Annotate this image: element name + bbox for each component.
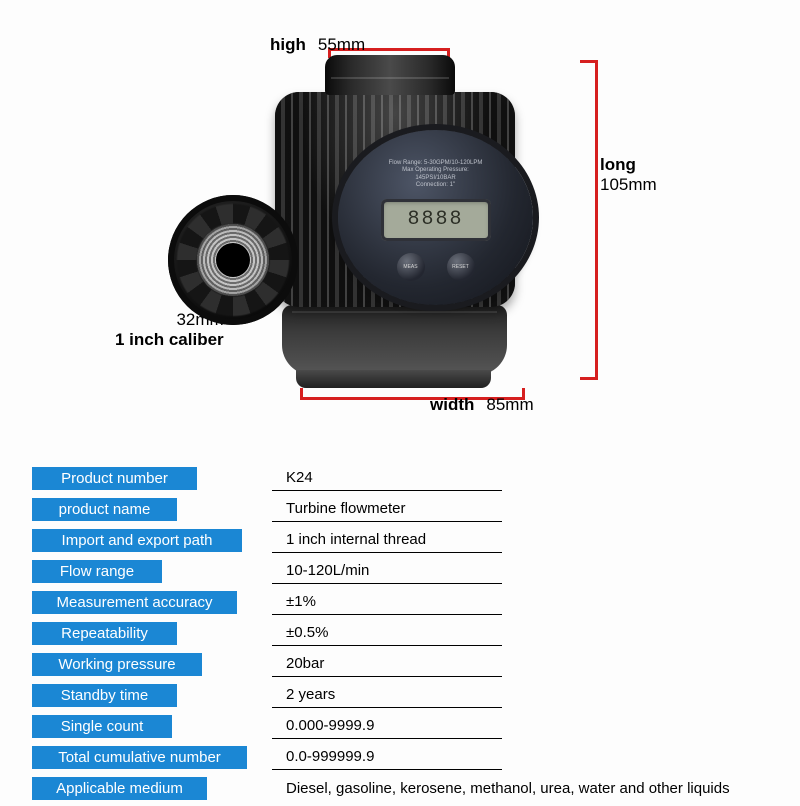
spec-label: Standby time [32, 684, 177, 707]
spec-value: ±1% [272, 589, 502, 615]
spec-value: 10-120L/min [272, 558, 502, 584]
spec-value: Turbine flowmeter [272, 496, 502, 522]
dim-width-value: 85mm [486, 395, 533, 414]
dim-high-word: high [270, 35, 306, 54]
spec-label: Flow range [32, 560, 162, 583]
dim-high-value: 55mm [318, 35, 365, 54]
spec-value: 1 inch internal thread [272, 527, 502, 553]
spec-row: Measurement accuracy ±1% [32, 589, 772, 615]
reset-button[interactable]: RESET [447, 253, 475, 281]
dim-long-word: long [600, 155, 636, 174]
lcd-readout: 8888 [381, 199, 491, 241]
spec-value: Diesel, gasoline, kerosene, methanol, ur… [272, 775, 772, 801]
dimension-diagram: high55mm long 105mm width85mm 32mm 1 inc… [0, 0, 800, 420]
spec-row: Product number K24 [32, 465, 772, 491]
device-display-bezel: Flow Range: 5-30GPM/10-120LPM Max Operat… [338, 130, 533, 305]
spec-value: 0.0-999999.9 [272, 744, 502, 770]
spec-row: Single count 0.000-9999.9 [32, 713, 772, 739]
bezel-spec-text: Flow Range: 5-30GPM/10-120LPM Max Operat… [389, 160, 483, 189]
spec-row: Applicable medium Diesel, gasoline, keros… [32, 775, 772, 801]
dim-long-value: 105mm [600, 175, 657, 194]
dim-width-word: width [430, 395, 474, 414]
spec-value: 2 years [272, 682, 502, 708]
spec-row: Import and export path 1 inch internal th… [32, 527, 772, 553]
spec-row: Flow range 10-120L/min [32, 558, 772, 584]
device-port [168, 195, 298, 325]
spec-value: 20bar [272, 651, 502, 677]
dim-label-width: width 85mm [430, 395, 534, 415]
spec-label: Repeatability [32, 622, 177, 645]
spec-value: ±0.5% [272, 620, 502, 646]
dim-bracket-long [580, 60, 598, 380]
spec-label: Applicable medium [32, 777, 207, 800]
caliber-text: 1 inch caliber [115, 330, 224, 349]
spec-row: Repeatability ±0.5% [32, 620, 772, 646]
device-foot-base [296, 370, 491, 388]
meas-button[interactable]: MEAS [397, 253, 425, 281]
spec-row: Standby time 2 years [32, 682, 772, 708]
port-hole [216, 243, 250, 277]
spec-label: Product number [32, 467, 197, 490]
spec-row: Total cumulative number 0.0-999999.9 [32, 744, 772, 770]
device-foot [282, 305, 507, 375]
spec-label: Single count [32, 715, 172, 738]
spec-row: product name Turbine flowmeter [32, 496, 772, 522]
dim-label-long: long 105mm [600, 155, 657, 195]
spec-value: K24 [272, 465, 502, 491]
spec-label: Import and export path [32, 529, 242, 552]
spec-label: Working pressure [32, 653, 202, 676]
spec-label: Total cumulative number [32, 746, 247, 769]
spec-value: 0.000-9999.9 [272, 713, 502, 739]
spec-table: Product number K24 product name Turbine flo… [32, 460, 772, 806]
spec-label: Measurement accuracy [32, 591, 237, 614]
spec-row: Working pressure 20bar [32, 651, 772, 677]
dim-label-high: high 55mm [270, 35, 365, 55]
device-neck [325, 55, 455, 95]
spec-label: product name [32, 498, 177, 521]
